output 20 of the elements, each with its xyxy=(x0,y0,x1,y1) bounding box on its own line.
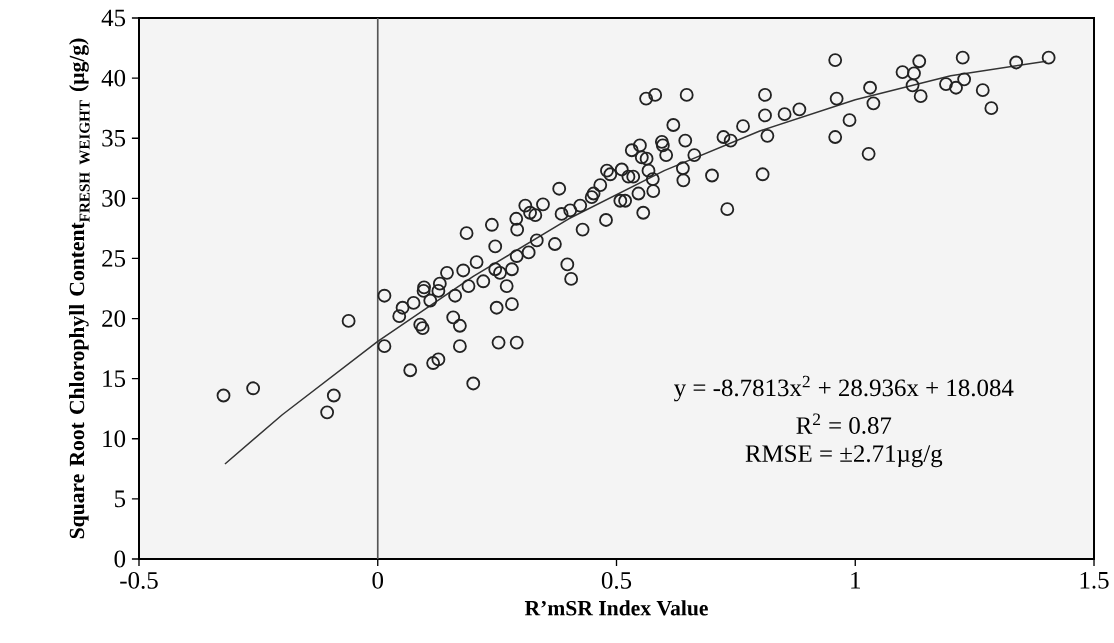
y-tick-label: 15 xyxy=(103,370,126,387)
x-tick-label: 0 xyxy=(372,571,384,589)
annotation: RMSE = ±2.71µg/g xyxy=(745,445,943,468)
y-axis-title: $\text{Square Root Chlorophyll Content}_{\text{FRESH WEIGHT}}\text{ (µg/g)}$ xyxy=(69,38,90,539)
x-axis-title: R’mSR Index Value xyxy=(524,600,708,616)
y-tick-label: 20 xyxy=(102,310,126,327)
y-tick-label: 25 xyxy=(102,250,126,267)
x-tick-label: 1.5 xyxy=(1080,571,1109,589)
y-tick-label: 40 xyxy=(101,69,126,87)
y-tick-label: 5 xyxy=(115,490,126,508)
annotation: R$^{2}$ = 0.87 xyxy=(796,413,892,435)
y-tick-label: 30 xyxy=(102,189,126,207)
y-tick-label: 35 xyxy=(102,129,126,147)
y-tick-label: 0 xyxy=(114,550,126,568)
x-tick-label: -0.5 xyxy=(120,571,158,589)
annotation: y = -8.7813x$^{2}$ + 28.936x + 18.084 xyxy=(674,375,1014,402)
x-tick-label: 1 xyxy=(851,571,860,589)
x-tick-label: 0.5 xyxy=(601,571,632,589)
y-tick-label: 45 xyxy=(101,9,126,27)
y-tick-label: 10 xyxy=(103,430,126,448)
